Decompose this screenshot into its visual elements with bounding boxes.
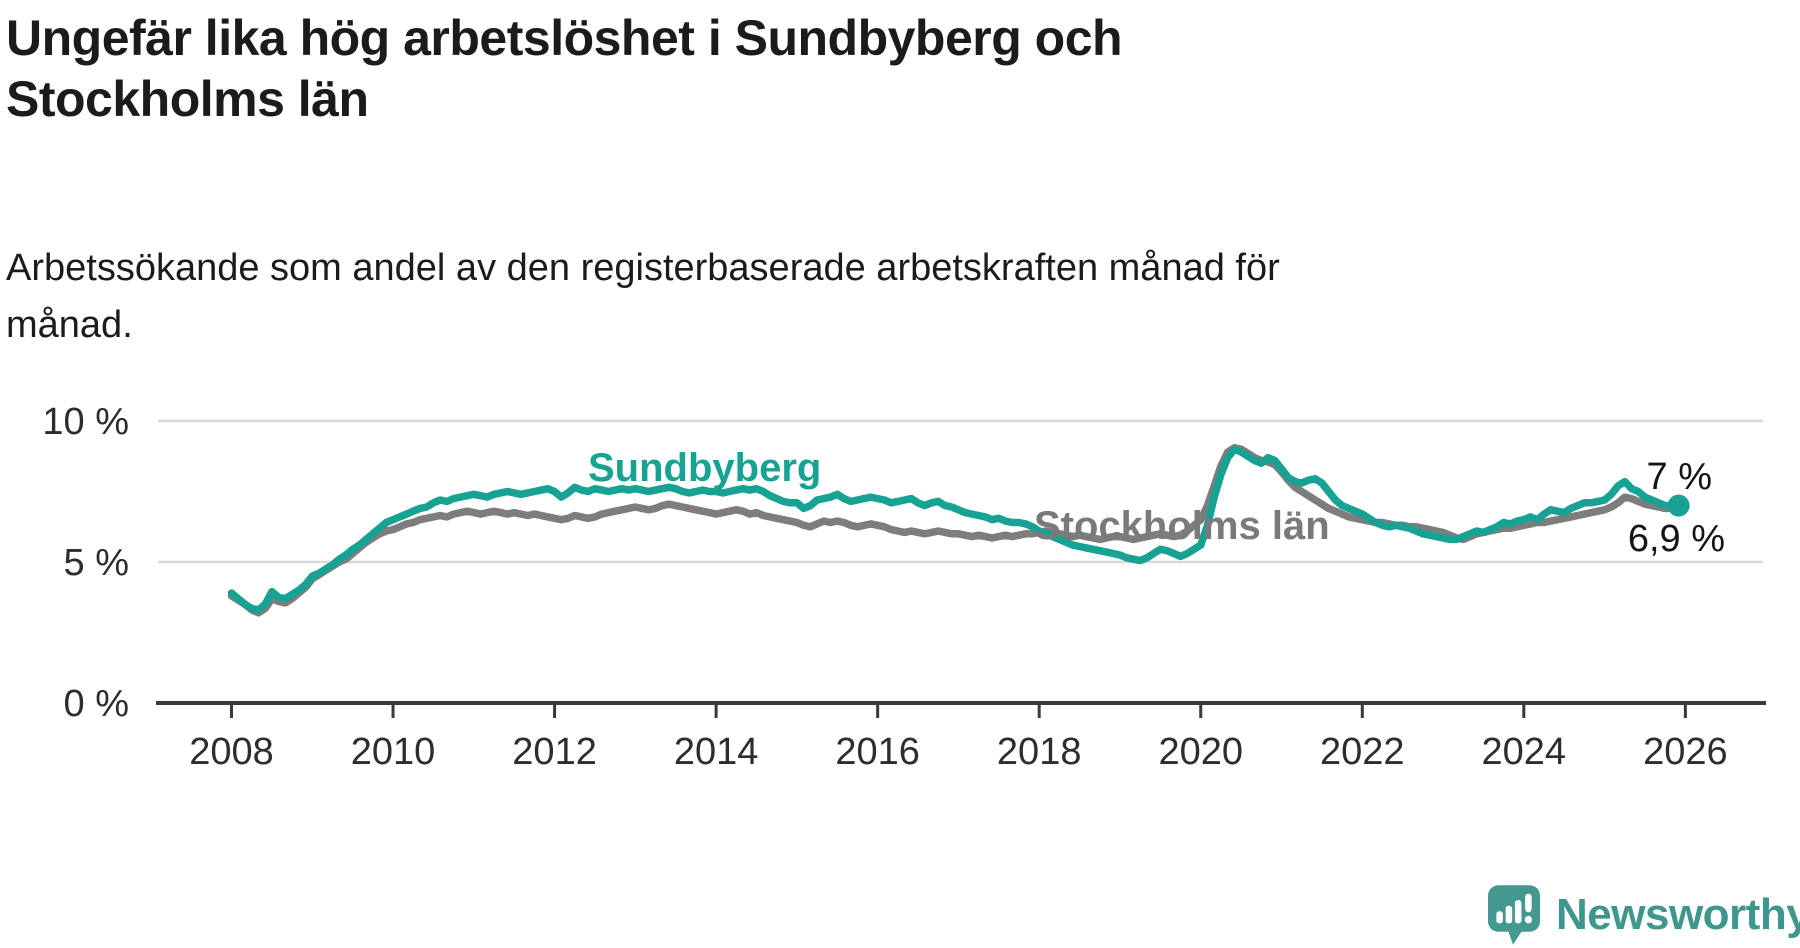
x-tick-label-2024: 2024: [1482, 731, 1567, 773]
series-label-sundbyberg: Sundbyberg: [588, 446, 822, 490]
x-tick-label-2012: 2012: [512, 731, 597, 773]
series-line-sundbyberg: [227, 445, 1683, 614]
series-line-stockholms-l-n: [227, 444, 1683, 617]
end-value-annotation-6-9pct: 6,9 %: [1627, 518, 1725, 560]
y-tick-label-5: 5 %: [64, 542, 129, 584]
x-tick-label-2010: 2010: [351, 731, 436, 773]
series-endpoint-dot-sundbyberg: [1667, 494, 1690, 517]
page-subtitle: Arbetssökande som andel av den registerb…: [6, 240, 1506, 354]
page-title: Ungefär lika hög arbetslöshet i Sundbybe…: [6, 8, 1406, 130]
page-title-line2: Stockholms län: [6, 71, 369, 127]
x-tick-label-2008: 2008: [189, 731, 274, 773]
x-tick-label-2014: 2014: [674, 731, 759, 773]
page-title-line1: Ungefär lika hög arbetslöshet i Sundbybe…: [6, 10, 1123, 66]
series-label-stockholms-lan: Stockholms län: [1034, 504, 1330, 548]
x-tick-label-2020: 2020: [1158, 731, 1243, 773]
newsworthy-logo-text: Newsworthy: [1556, 890, 1800, 939]
newsworthy-speech-bubble-icon: [1488, 885, 1540, 945]
newsworthy-logo: Newsworthy: [1488, 884, 1800, 946]
x-tick-label-2016: 2016: [835, 731, 920, 773]
x-tick-label-2018: 2018: [997, 731, 1082, 773]
x-tick-label-2022: 2022: [1320, 731, 1405, 773]
y-tick-label-0: 0 %: [64, 683, 129, 725]
x-tick-label-2026: 2026: [1643, 731, 1728, 773]
end-value-annotation-7pct: 7 %: [1646, 456, 1712, 498]
y-tick-label-10: 10 %: [42, 401, 129, 443]
page-subtitle-line2: månad.: [6, 304, 133, 346]
page-subtitle-line1: Arbetssökande som andel av den registerb…: [6, 247, 1280, 289]
